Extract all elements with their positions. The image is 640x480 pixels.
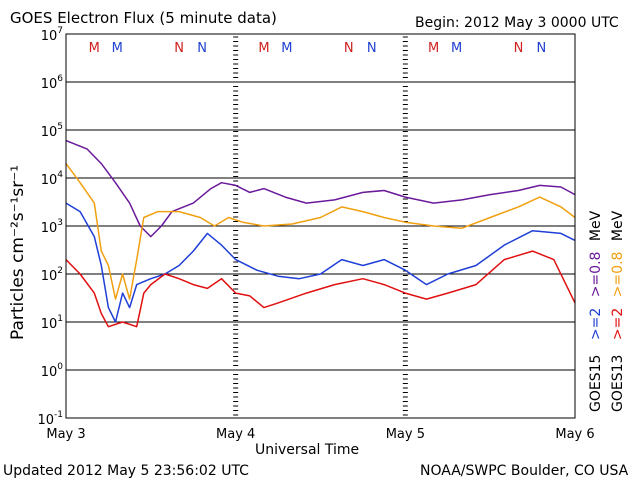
event-marker: M — [428, 41, 439, 56]
event-marker: M — [451, 41, 462, 56]
series-line — [65, 250, 576, 328]
y-tick-label: 102 — [41, 266, 63, 284]
goes13-prefix: GOES13 — [610, 354, 626, 412]
goes15-ge2: >=2 — [588, 307, 604, 341]
y-tick-labels: 10-1 100 101 102 103 104 105 106 107 — [37, 26, 63, 428]
y-tick-label: 100 — [41, 362, 64, 380]
event-marker: M — [258, 41, 269, 56]
goes15-ge08: >=0.8 — [588, 251, 604, 298]
series-line — [65, 139, 576, 238]
credit-text: NOAA/SWPC Boulder, CO USA — [420, 463, 629, 479]
series-line — [65, 163, 576, 300]
goes13-ge2: >=2 — [610, 307, 626, 341]
x-tick-label: May 4 — [216, 427, 255, 442]
plot-frame — [65, 33, 576, 419]
goes13-mev: MeV — [610, 210, 626, 242]
y-tick-label: 103 — [41, 218, 63, 236]
goes15-prefix: GOES15 — [588, 354, 604, 412]
y-tick-label: 10-1 — [37, 410, 63, 428]
chart-title: GOES Electron Flux (5 minute data) — [10, 9, 277, 27]
y-tick-label: 105 — [41, 122, 63, 140]
x-tick-label: May 3 — [46, 427, 85, 442]
event-marker: N — [367, 41, 377, 56]
goes13-legend: GOES13 >=2 >=0.8 MeV — [610, 211, 626, 412]
event-marker: N — [537, 41, 547, 56]
event-marker: N — [197, 41, 207, 56]
y-tick-label: 107 — [41, 26, 63, 44]
y-tick-label: 104 — [41, 170, 64, 188]
day-tick-columns — [233, 36, 408, 416]
event-marker: M — [112, 41, 123, 56]
x-tick-labels: May 3 May 4 May 5 May 6 — [46, 427, 594, 442]
updated-time: Updated 2012 May 5 23:56:02 UTC — [3, 463, 249, 479]
x-tick-label: May 5 — [386, 427, 425, 442]
event-marker: M — [89, 41, 100, 56]
event-marker: N — [174, 41, 184, 56]
begin-time: Begin: 2012 May 3 0000 UTC — [415, 15, 619, 31]
event-marker: M — [281, 41, 292, 56]
event-marker: N — [514, 41, 524, 56]
x-axis-label: Universal Time — [255, 442, 360, 458]
y-tick-label: 101 — [41, 314, 63, 332]
goes15-mev: MeV — [588, 210, 604, 242]
x-tick-label: May 6 — [555, 427, 594, 442]
goes15-legend: GOES15 >=2 >=0.8 MeV — [588, 211, 604, 412]
goes13-ge08: >=0.8 — [610, 251, 626, 298]
event-marker: N — [344, 41, 354, 56]
data-series — [65, 139, 576, 328]
y-axis-label: Particles cm⁻²s⁻¹sr⁻¹ — [8, 164, 28, 340]
y-tick-label: 106 — [41, 74, 64, 92]
series-line — [65, 202, 576, 323]
